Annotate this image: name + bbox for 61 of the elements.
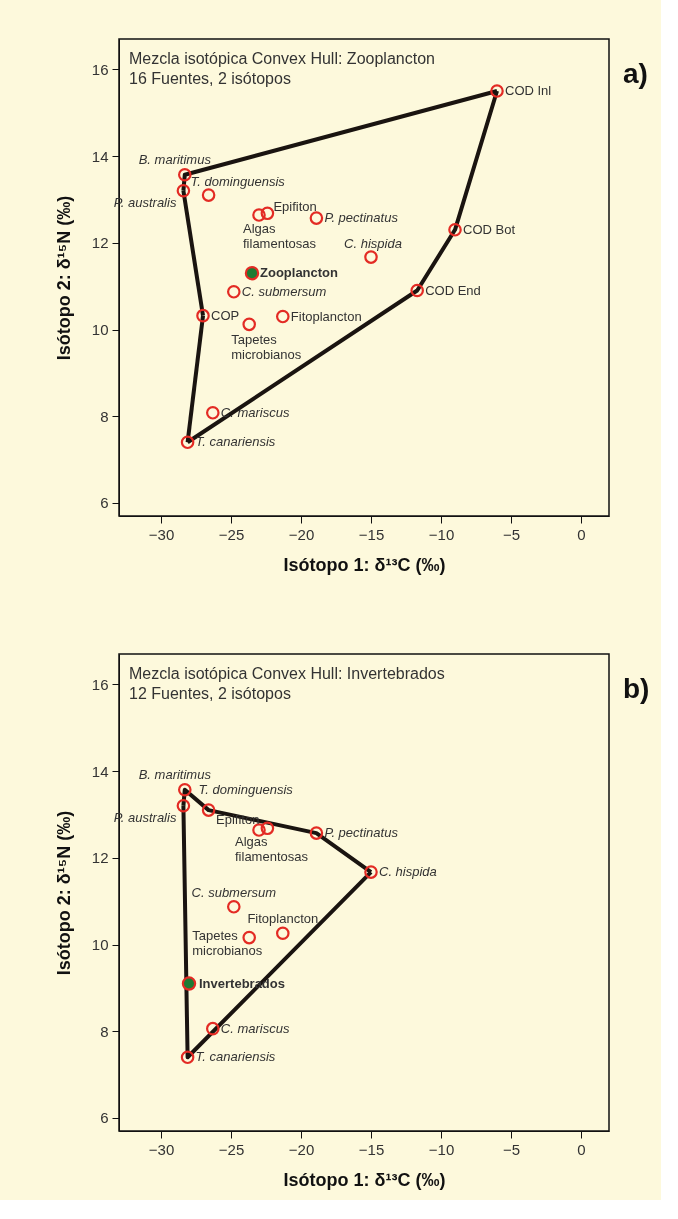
y-tick-label: 8 (100, 1022, 109, 1040)
text: 12 Fuentes, 2 isótopos (129, 685, 291, 702)
annotation: Algas filamentosas (235, 834, 309, 865)
y-tick-label: 6 (100, 494, 109, 512)
text: Mezcla isotópica Convex Hull: Zooplancton (129, 50, 435, 67)
annotation: B. maritimus (138, 151, 212, 167)
x-tick-label: −5 (502, 1140, 521, 1158)
y-tick-label: 10 (91, 321, 109, 339)
y-tick-label: 12 (91, 234, 109, 252)
y-tick-label: 14 (91, 147, 109, 165)
x-tick-label: −25 (218, 525, 245, 543)
x-axis-title: Isótopo 1: δ¹³C (‰) (283, 554, 446, 575)
y-tick-label: 16 (91, 675, 109, 693)
annotation: B. maritimus (138, 766, 212, 782)
y-tick-label: 12 (91, 849, 109, 867)
y-tick-label: 8 (100, 407, 109, 425)
annotation: COD Inl (505, 83, 552, 99)
annotation: Fitoplancton (290, 308, 362, 324)
y-tick-label: 6 (100, 1109, 109, 1127)
annotation: T. dominguensis (190, 174, 286, 190)
x-tick-label: −30 (148, 1140, 175, 1158)
annotation: Tapetes microbianos (192, 927, 263, 958)
annotation: T. canariensis (195, 1049, 276, 1065)
annotation: Epifiton (273, 199, 317, 215)
x-tick-label: 0 (577, 1140, 586, 1158)
annotation: C. submersum (241, 283, 327, 299)
x-tick-label: −30 (148, 525, 175, 543)
y-axis-title: Isótopo 2: δ¹⁵N (‰) (53, 195, 74, 361)
y-tick-label: 14 (91, 762, 109, 780)
annotation: P. pectinatus (324, 210, 399, 226)
x-tick-label: −20 (288, 525, 315, 543)
annotation: COP (211, 307, 240, 323)
x-tick-label: −20 (288, 1140, 315, 1158)
annotation: T. canariensis (195, 434, 276, 450)
annotation: COD Bot (463, 221, 516, 237)
annotation: Zooplancton (260, 265, 339, 281)
y-axis-title: Isótopo 2: δ¹⁵N (‰) (53, 810, 74, 976)
x-tick-label: −25 (218, 1140, 245, 1158)
annotation: COD End (425, 282, 481, 298)
text: b) (623, 673, 650, 704)
annotation: T. dominguensis (198, 782, 294, 798)
x-tick-label: −15 (358, 525, 385, 543)
y-tick-label: 16 (91, 60, 109, 78)
y-tick-label: 10 (91, 936, 109, 954)
annotation: Fitoplancton (247, 911, 319, 927)
annotation: Algas filamentosas (243, 221, 317, 252)
annotation: Tapetes microbianos (231, 332, 302, 363)
x-tick-label: −15 (358, 1140, 385, 1158)
annotation: C. hispida (379, 864, 437, 880)
annotation: C. hispida (344, 236, 402, 252)
text: 16 Fuentes, 2 isótopos (129, 70, 291, 87)
annotation: C. submersum (191, 884, 277, 900)
x-tick-label: 0 (577, 525, 586, 543)
x-axis-title: Isótopo 1: δ¹³C (‰) (283, 1169, 446, 1190)
text: a) (623, 58, 648, 89)
annotation: C. mariscus (220, 1020, 290, 1036)
text: Mezcla isotópica Convex Hull: Invertebrados (129, 665, 445, 682)
x-tick-label: −10 (428, 1140, 455, 1158)
annotation: P. pectinatus (324, 825, 399, 841)
x-tick-label: −10 (428, 525, 455, 543)
x-tick-label: −5 (502, 525, 521, 543)
